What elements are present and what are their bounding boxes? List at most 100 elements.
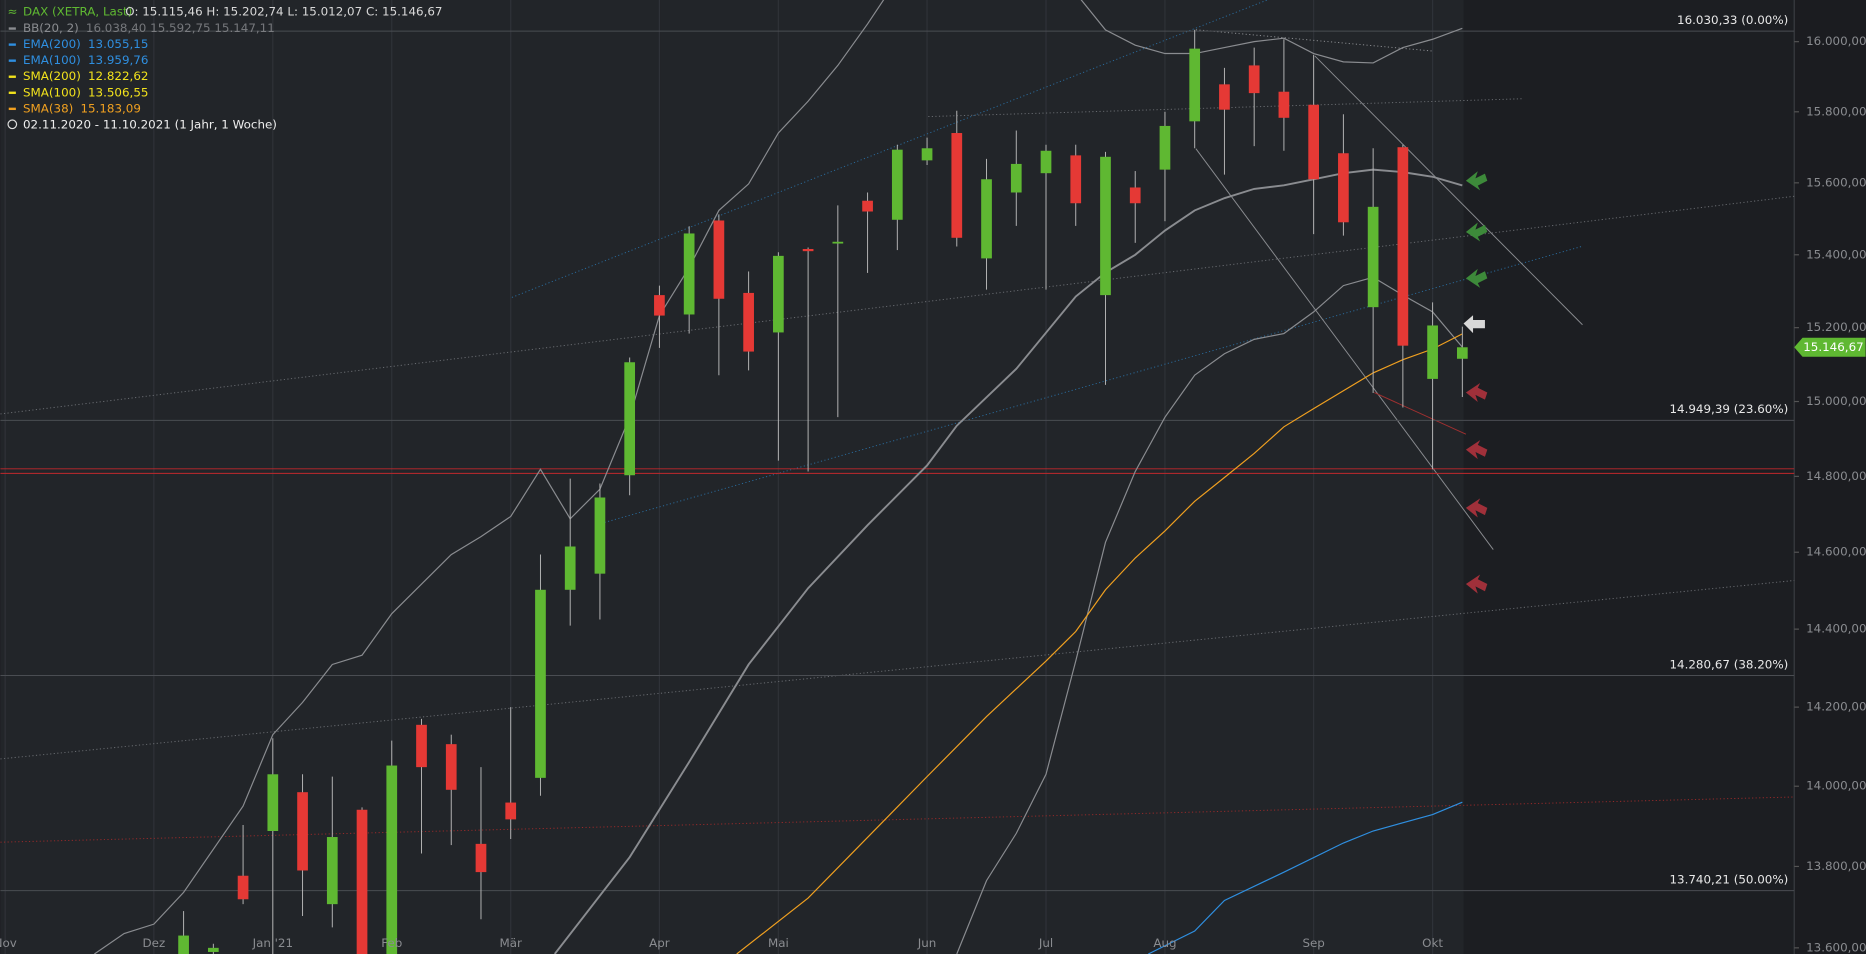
candle-body [416, 724, 427, 768]
fib-label: 13.740,21 (50.00%) [1670, 872, 1789, 886]
candle-body [505, 802, 517, 820]
chart-icon: ≈ [8, 4, 18, 18]
legend-value: 13.506,55 [88, 85, 148, 99]
y-tick-label: 14.800,00 [1806, 469, 1866, 483]
x-tick-label: Mär [500, 936, 523, 950]
y-tick-label: 14.600,00 [1806, 545, 1866, 559]
price-tag-label: 15.146,67 [1803, 340, 1863, 354]
legend-value: 12.822,62 [88, 69, 148, 83]
candle-body [683, 233, 695, 315]
candle-body [1248, 65, 1260, 94]
y-tick-label: 14.200,00 [1806, 700, 1866, 714]
candle-body [475, 843, 487, 873]
candle-body [386, 765, 398, 954]
arrow-down [1465, 440, 1488, 460]
candle-body [564, 546, 576, 590]
candle-body [773, 255, 784, 333]
y-tick-label: 15.200,00 [1806, 320, 1866, 334]
candle-body [1040, 150, 1052, 174]
x-tick-label: Apr [649, 936, 670, 950]
trend-line [1195, 29, 1434, 52]
y-tick-label: 15.400,00 [1806, 247, 1866, 261]
candle-body [891, 149, 903, 220]
legend-value: 15.183,09 [80, 101, 140, 115]
candle-body [1159, 125, 1171, 170]
trend-line [1195, 148, 1494, 550]
candle-body [1100, 156, 1111, 296]
x-tick-label: Jan '21 [252, 936, 293, 950]
candle-body [981, 179, 992, 259]
candle-body [862, 200, 873, 212]
candle-body [594, 497, 606, 574]
candle-body [1129, 187, 1141, 204]
candle-body [1367, 206, 1379, 308]
arrow-down [1465, 498, 1488, 518]
x-tick-label: Feb [381, 936, 402, 950]
candle-body [743, 292, 754, 352]
clock-icon [7, 119, 18, 130]
ohlc-label: O: 15.115,46 H: 15.202,74 L: 15.012,07 C… [125, 4, 442, 18]
legend-name: BB(20, 2) [23, 21, 79, 35]
y-tick-label: 13.600,00 [1806, 940, 1866, 954]
candle-body [1338, 153, 1349, 223]
indicator-line [553, 168, 1463, 954]
y-tick-label: 13.800,00 [1806, 859, 1866, 873]
legend-name: EMA(100) [23, 53, 81, 67]
candle-body [1456, 347, 1468, 359]
x-tick-label: Jun [917, 936, 937, 950]
trend-line [0, 195, 1795, 415]
y-tick-label: 14.400,00 [1806, 622, 1866, 636]
fib-levels: 16.030,33 (0.00%) 14.949,39 (23.60%) 14.28… [0, 13, 1795, 892]
candle-body [1219, 84, 1230, 110]
trend-lines [0, 0, 1795, 843]
legend-name: SMA(100) [23, 85, 81, 99]
candle-body [267, 774, 279, 832]
y-tick-label: 15.000,00 [1806, 394, 1866, 408]
plot-area [0, 0, 1463, 954]
chart-title: DAX (XETRA, Last) [23, 4, 132, 18]
trend-line [1314, 55, 1583, 326]
candle-body [356, 809, 368, 954]
arrow-left [1463, 315, 1485, 334]
indicator-line [94, 0, 1463, 954]
legend-name: EMA(200) [23, 37, 81, 51]
x-tick-label: Nov [0, 936, 17, 950]
candle-body [535, 589, 546, 778]
candle-body [326, 837, 338, 905]
trend-line [0, 796, 1795, 843]
legend-name: SMA(200) [23, 69, 81, 83]
fib-label: 14.280,67 (38.20%) [1670, 657, 1789, 671]
candle-body [713, 220, 725, 299]
legend-name: SMA(38) [23, 101, 73, 115]
candle-body [1010, 163, 1022, 193]
candles [178, 29, 1468, 954]
arrow-up [1465, 171, 1488, 191]
legend-value: 13.055,15 [88, 37, 148, 51]
trend-line [0, 580, 1795, 760]
candle-body [178, 935, 189, 954]
y-tick-label: 15.800,00 [1806, 104, 1866, 118]
candle-body [1397, 147, 1409, 346]
candle-body [1427, 325, 1438, 379]
price-axis [1794, 0, 1866, 954]
candle-body [654, 295, 665, 316]
candle-body [1070, 155, 1082, 204]
candle-body [1308, 104, 1320, 180]
axis-labels: 13.600,00 13.800,00 14.000,00 14.200,00 14.4… [0, 34, 1866, 954]
legend: ≈ DAX (XETRA, Last) O: 15.115,46 H: 15.2… [7, 4, 442, 131]
candle-body [1189, 48, 1201, 122]
y-tick-label: 16.000,00 [1806, 34, 1866, 48]
indicator-line [1148, 801, 1463, 954]
legend-value: 13.959,76 [88, 53, 148, 67]
date-range: 02.11.2020 - 11.10.2021 (1 Jahr, 1 Woche… [23, 117, 277, 131]
legend-value: 16.038,40 15.592,75 15.147,11 [86, 21, 275, 35]
x-tick-label: Jul [1038, 936, 1053, 950]
arrow-down [1465, 574, 1488, 594]
fib-label: 16.030,33 (0.00%) [1677, 13, 1788, 27]
candle-body [624, 362, 636, 476]
candle-body [207, 947, 219, 952]
candle-body [802, 248, 814, 252]
y-tick-label: 15.600,00 [1806, 175, 1866, 189]
